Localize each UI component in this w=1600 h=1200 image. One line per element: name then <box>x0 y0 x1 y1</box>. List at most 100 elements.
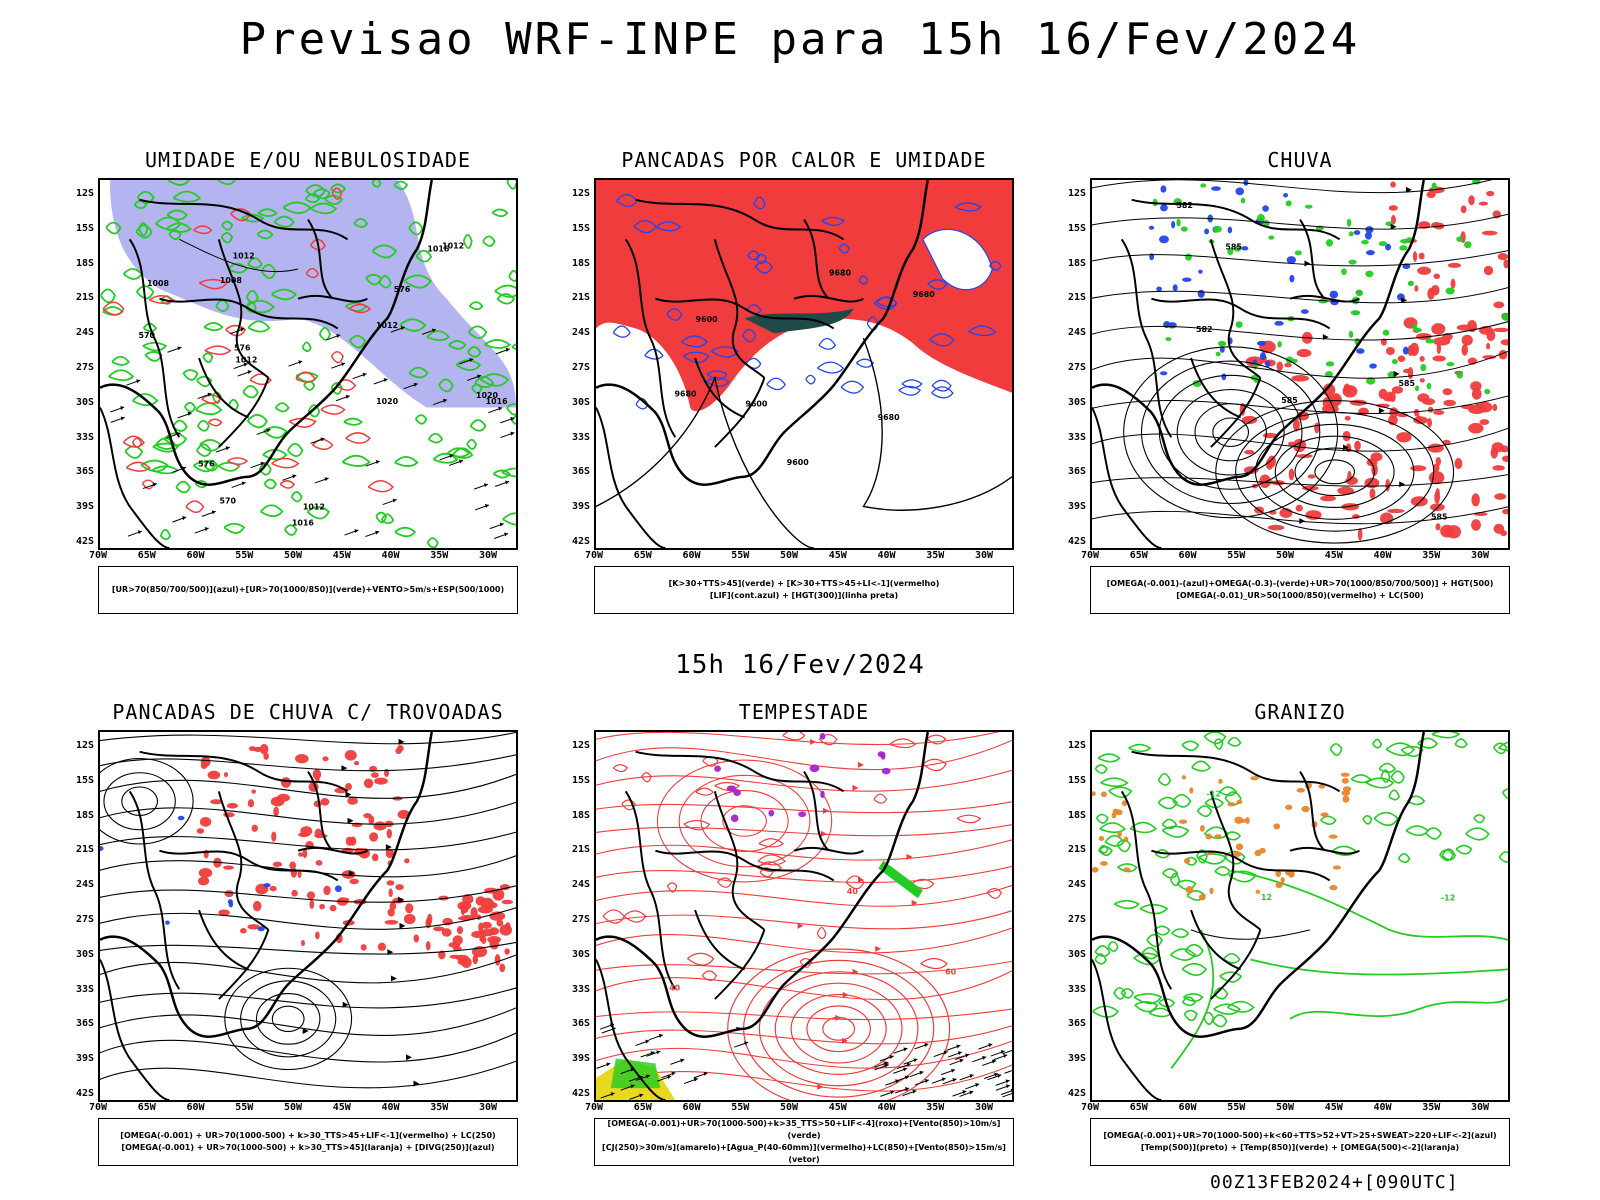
lat-tick-label: 15S <box>1067 222 1086 234</box>
contour-label: 1008 <box>147 279 170 288</box>
lon-tick-label: 40W <box>381 550 400 561</box>
panel-title: GRANIZO <box>1254 700 1346 724</box>
map-plot: 1008 100810121012101610161020101210121016… <box>100 180 516 548</box>
main-title: Previsao WRF-INPE para 15h 16/Fev/2024 <box>239 14 1361 65</box>
lon-tick-label: 35W <box>1422 550 1441 561</box>
lon-tick-label: 40W <box>1373 550 1392 561</box>
lon-tick-label: 40W <box>381 1102 400 1113</box>
lon-tick-label: 30W <box>974 1102 994 1113</box>
lon-tick-label: 65W <box>137 1102 156 1113</box>
contour-label: 576 <box>234 344 251 353</box>
map-canvas: -12 -12 12 <box>1090 730 1510 1102</box>
lon-tick-label: 70W <box>88 1102 108 1113</box>
contour-label: 1008 <box>220 276 243 285</box>
contour-label: 9680 <box>674 390 697 399</box>
lat-tick-label: 36S <box>571 1018 590 1030</box>
lat-tick-label: 18S <box>75 257 94 269</box>
lon-tick-label: 30W <box>1470 1102 1490 1113</box>
panel-legend: [OMEGA(-0.001) + UR>70(1000-500) + k>30_… <box>98 1118 518 1166</box>
lon-tick-label: 55W <box>731 550 750 561</box>
lat-tick-label: 30S <box>571 396 590 408</box>
lon-tick-label: 45W <box>1324 550 1343 561</box>
contour-label: 9600 <box>787 458 810 467</box>
lat-tick-label: 27S <box>1067 362 1086 373</box>
panel-title: PANCADAS POR CALOR E UMIDADE <box>621 148 987 172</box>
lon-tick-label: 35W <box>926 550 945 561</box>
lon-tick-label: 70W <box>88 550 108 561</box>
map-canvas: 9680 9680 9600 9680 9600 9600 9680 <box>594 178 1014 550</box>
legend-line: [CJ(250)>30m/s](amarelo)+[Agua_P(40-60mm… <box>602 1143 1006 1164</box>
legend-line: [Temp(500)](preto) + [Temp(850)](verde) … <box>1140 1143 1460 1152</box>
contour-label: 1020 <box>376 397 399 406</box>
lon-tick-label: 40W <box>1373 1102 1392 1113</box>
contour-label: 9600 <box>696 315 719 324</box>
lat-tick-label: 18S <box>571 257 590 269</box>
lat-tick-label: 24S <box>571 327 590 339</box>
lat-tick-label: 39S <box>75 1053 94 1065</box>
lon-tick-label: 50W <box>779 550 799 561</box>
lon-tick-label: 60W <box>682 1102 701 1113</box>
lat-tick-label: 12S <box>571 740 590 751</box>
lat-tick-label: 24S <box>571 879 590 891</box>
contour-label: 1020 <box>476 391 499 400</box>
contour-label: 1016 <box>292 518 315 527</box>
lat-tick-label: 30S <box>75 948 94 960</box>
run-footer: 00Z13FEB2024+[090UTC] <box>1210 1172 1459 1193</box>
lat-tick-label: 36S <box>1067 466 1086 478</box>
lat-tick-label: 27S <box>571 914 590 925</box>
lon-tick-label: 35W <box>430 1102 449 1113</box>
map-plot <box>100 732 516 1100</box>
lat-tick-label: 33S <box>75 431 94 443</box>
legend-line: [OMEGA(-0.001) + UR>70(1000-500) + k>30_… <box>120 1131 496 1140</box>
lon-tick-label: 40W <box>877 1102 896 1113</box>
legend-line: [OMEGA(-0.001) + UR>70(1000-500) + k>30_… <box>121 1143 495 1152</box>
lon-tick-label: 65W <box>1129 550 1148 561</box>
lat-tick-label: 15S <box>571 774 590 786</box>
panel-legend: [OMEGA(-0.001)+UR>70(1000-500)+k>35_TTS>… <box>594 1118 1014 1166</box>
map-plot: -12 -12 12 <box>1092 732 1508 1100</box>
lat-tick-label: 36S <box>75 1018 94 1030</box>
contour-label: 570 <box>219 497 236 506</box>
lat-tick-label: 27S <box>75 914 94 925</box>
contour-label: 576 <box>394 285 411 294</box>
lat-tick-label: 24S <box>1067 327 1086 339</box>
lon-tick-label: 30W <box>478 1102 498 1113</box>
map-canvas <box>98 730 518 1102</box>
lon-tick-label: 65W <box>1129 1102 1148 1113</box>
lon-tick-label: 65W <box>633 1102 652 1113</box>
lat-tick-label: 33S <box>571 431 590 443</box>
lat-tick-label: 12S <box>1067 188 1086 199</box>
contour-label: 1012 <box>442 241 464 250</box>
map-canvas: 40 40 60 <box>594 730 1014 1102</box>
contour-label: 582 <box>1176 201 1193 210</box>
lat-tick-label: 42S <box>1067 536 1086 547</box>
lat-tick-label: 30S <box>571 948 590 960</box>
lat-tick-label: 18S <box>1067 809 1086 821</box>
lon-tick-label: 35W <box>1422 1102 1441 1113</box>
lat-tick-label: 12S <box>1067 740 1086 751</box>
lat-tick-label: 21S <box>1067 844 1086 856</box>
lon-tick-label: 45W <box>332 550 351 561</box>
contour-label: 585 <box>1225 242 1242 251</box>
lat-tick-label: 24S <box>75 879 94 891</box>
contour-label: 570 <box>139 331 156 340</box>
contour-label: 576 <box>198 459 215 468</box>
contour-label: 60 <box>945 968 957 977</box>
mid-date: 15h 16/Fev/2024 <box>675 650 925 680</box>
lon-tick-label: 70W <box>584 550 604 561</box>
lat-tick-label: 42S <box>75 536 94 547</box>
panel-title: TEMPESTADE <box>738 700 870 724</box>
lat-tick-label: 15S <box>75 774 94 786</box>
contour-label: 1012 <box>303 503 325 512</box>
lon-tick-label: 60W <box>1178 1102 1197 1113</box>
lon-tick-label: 55W <box>1227 1102 1246 1113</box>
panel-legend: [K>30+TTS>45](verde) + [K>30+TTS>45+LI<-… <box>594 566 1014 614</box>
lon-tick-label: 55W <box>235 1102 254 1113</box>
lat-tick-label: 42S <box>1067 1088 1086 1099</box>
lon-tick-label: 50W <box>1275 550 1295 561</box>
lon-tick-label: 55W <box>1227 550 1246 561</box>
contour-label: 1016 <box>427 245 450 254</box>
lat-tick-label: 39S <box>75 501 94 513</box>
contour-label: 585 <box>1398 379 1415 388</box>
lat-tick-label: 39S <box>1067 501 1086 513</box>
